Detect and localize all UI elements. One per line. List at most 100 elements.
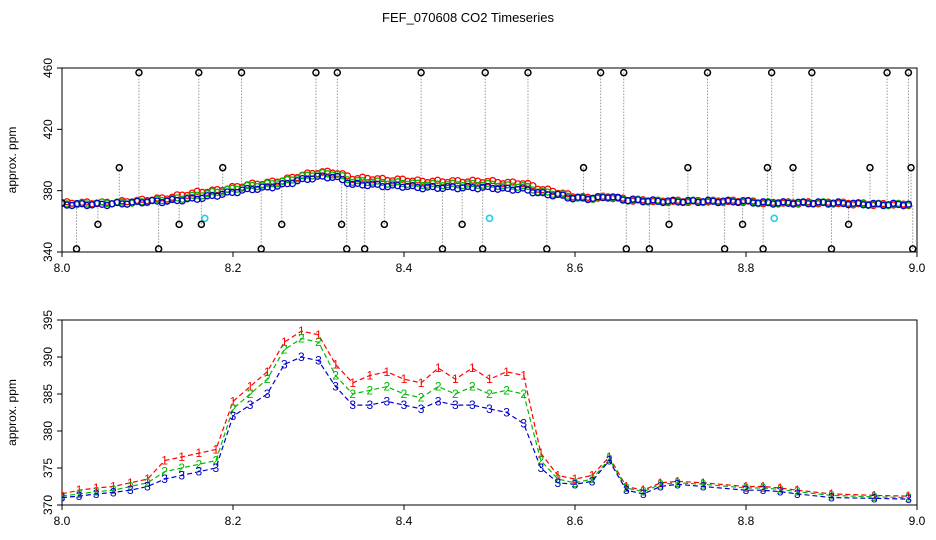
bottom-point-label-series-1: 1 bbox=[623, 480, 630, 494]
top-point-series-1 bbox=[343, 172, 352, 180]
bottom-point-label-series-1: 1 bbox=[401, 372, 408, 386]
top-outlier-point bbox=[237, 68, 246, 77]
top-point-series-2 bbox=[283, 175, 292, 184]
top-point-series-3 bbox=[644, 197, 652, 205]
bottom-point-label-series-1: 1 bbox=[161, 454, 168, 468]
top-point-series-3 bbox=[148, 196, 156, 204]
top-point-series-2 bbox=[298, 172, 307, 180]
bottom-point-label-series-2: 2 bbox=[195, 457, 202, 471]
top-flagged-point bbox=[200, 214, 209, 223]
bottom-point-label-series-3: 3 bbox=[230, 409, 237, 423]
top-panel: 8.0 8.2 8.4 8.6 8.8 9.0 340 380 420 460 approx. pp… bbox=[5, 58, 926, 275]
bottom-point-label-series-3: 3 bbox=[503, 406, 510, 420]
bottom-x-tick-label: 9.0 bbox=[909, 514, 926, 528]
bottom-point-label-series-3: 3 bbox=[315, 354, 322, 368]
top-outlier-point bbox=[458, 220, 466, 229]
bottom-point-label-series-3: 3 bbox=[178, 468, 185, 482]
top-y-axis-label: approx. ppm bbox=[5, 127, 19, 194]
bottom-point-label-series-3: 3 bbox=[59, 491, 66, 505]
bottom-point-label-series-1: 1 bbox=[59, 487, 66, 501]
top-point-series-3 bbox=[173, 196, 181, 205]
top-point-series-3 bbox=[709, 197, 717, 205]
top-flagged-point bbox=[770, 214, 779, 223]
top-point-series-3 bbox=[889, 199, 898, 207]
top-point-series-3 bbox=[73, 199, 81, 208]
top-point-series-3 bbox=[338, 176, 347, 184]
top-point-series-3 bbox=[208, 191, 216, 200]
top-point-series-1 bbox=[193, 187, 201, 195]
top-point-series-2 bbox=[288, 176, 297, 184]
top-outlier-point bbox=[438, 245, 447, 252]
bottom-point-label-series-1: 1 bbox=[589, 468, 596, 482]
top-x-tick-label: 8.2 bbox=[225, 261, 242, 275]
bottom-x-tick-label: 8.0 bbox=[54, 514, 71, 528]
top-outlier-point bbox=[619, 68, 628, 77]
top-point-series-3 bbox=[774, 199, 782, 207]
bottom-point-label-series-1: 1 bbox=[366, 369, 373, 383]
top-point-series-3 bbox=[413, 183, 422, 192]
top-x-tick-label: 9.0 bbox=[909, 261, 926, 275]
bottom-point-label-series-1: 1 bbox=[110, 480, 117, 494]
figure-title: FEF_070608 CO2 Timeseries bbox=[382, 10, 554, 25]
bottom-point-label-series-2: 2 bbox=[435, 380, 442, 394]
bottom-point-label-series-1: 1 bbox=[700, 476, 707, 490]
top-point-series-2 bbox=[428, 179, 437, 188]
top-point-series-1 bbox=[413, 176, 422, 184]
top-outlier-point bbox=[808, 68, 816, 77]
top-outlier-point bbox=[645, 245, 654, 252]
bottom-point-label-series-2: 2 bbox=[743, 481, 750, 495]
top-point-series-3 bbox=[469, 183, 477, 192]
bottom-point-label-series-2: 2 bbox=[76, 487, 83, 501]
top-point-series-3 bbox=[549, 192, 557, 200]
bottom-point-label-series-2: 2 bbox=[777, 482, 784, 496]
bottom-point-label-series-1: 1 bbox=[230, 394, 237, 408]
top-point-series-3 bbox=[138, 199, 146, 207]
bottom-point-label-series-1: 1 bbox=[93, 481, 100, 495]
top-outlier-point bbox=[579, 163, 588, 172]
bottom-point-label-series-3: 3 bbox=[401, 398, 408, 412]
top-point-series-3 bbox=[203, 192, 211, 200]
top-outlier-point bbox=[767, 68, 776, 77]
top-point-series-3 bbox=[509, 186, 517, 194]
bottom-point-label-series-1: 1 bbox=[76, 483, 83, 497]
bottom-point-label-series-1: 1 bbox=[384, 365, 391, 379]
top-point-series-3 bbox=[639, 198, 647, 206]
bottom-x-tick-label: 8.2 bbox=[225, 514, 242, 528]
top-point-series-3 bbox=[869, 199, 878, 208]
bottom-point-label-series-3: 3 bbox=[828, 491, 835, 505]
bottom-point-label-series-3: 3 bbox=[418, 402, 425, 416]
bottom-point-label-series-2: 2 bbox=[110, 483, 117, 497]
top-outlier-point bbox=[195, 68, 203, 77]
top-point-series-3 bbox=[258, 183, 266, 191]
bottom-y-tick-label: 370 bbox=[41, 495, 55, 515]
bottom-point-label-series-2: 2 bbox=[537, 454, 544, 468]
top-outlier-point bbox=[908, 245, 917, 252]
top-outlier-point bbox=[333, 68, 342, 77]
top-outlier-point bbox=[827, 245, 836, 252]
top-outlier-point bbox=[907, 163, 915, 172]
bottom-point-label-series-3: 3 bbox=[520, 417, 527, 431]
top-point-series-2 bbox=[303, 171, 312, 179]
top-point-series-3 bbox=[629, 195, 637, 203]
top-point-series-3 bbox=[574, 193, 582, 201]
top-point-series-3 bbox=[113, 198, 121, 207]
top-point-series-3 bbox=[283, 180, 292, 188]
top-point-series-3 bbox=[729, 198, 737, 206]
bottom-line-series-2 bbox=[62, 337, 909, 499]
bottom-point-label-series-3: 3 bbox=[452, 398, 459, 412]
bottom-point-label-series-2: 2 bbox=[486, 387, 493, 401]
bottom-point-label-series-3: 3 bbox=[161, 472, 168, 486]
top-point-series-3 bbox=[278, 180, 287, 188]
bottom-point-label-series-1: 1 bbox=[213, 443, 220, 457]
top-point-series-3 bbox=[664, 197, 672, 205]
bottom-point-label-series-3: 3 bbox=[905, 492, 912, 506]
top-y-tick-label: 460 bbox=[41, 58, 55, 78]
bottom-point-label-series-3: 3 bbox=[760, 483, 767, 497]
bottom-point-label-series-1: 1 bbox=[905, 489, 912, 503]
top-outlier-point bbox=[312, 68, 320, 77]
bottom-point-label-series-3: 3 bbox=[657, 480, 664, 494]
top-point-series-3 bbox=[894, 200, 903, 209]
